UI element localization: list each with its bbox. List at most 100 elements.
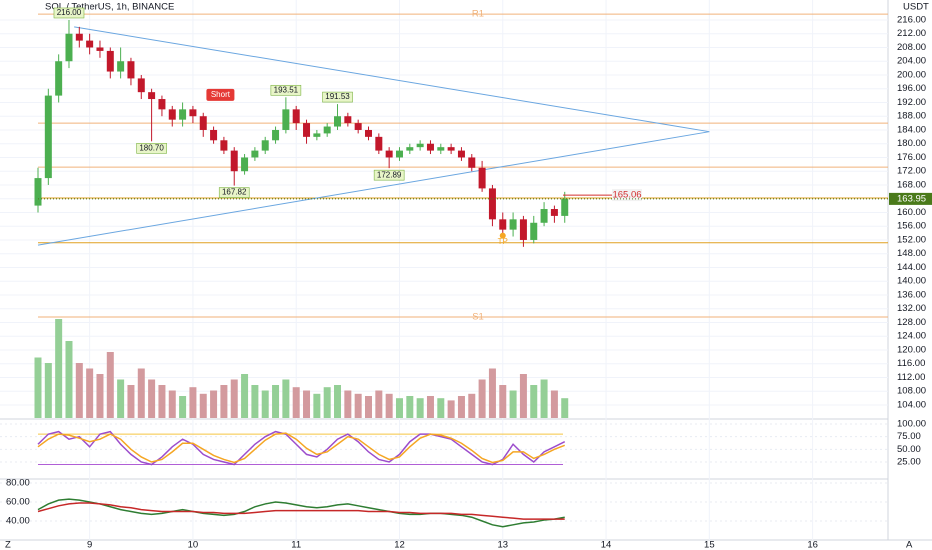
volume-bar xyxy=(550,390,558,418)
volume-bar xyxy=(313,393,321,418)
volume-bar xyxy=(148,379,156,418)
candle-body xyxy=(303,123,311,137)
candle-body xyxy=(334,116,342,127)
candle-body xyxy=(406,147,414,151)
candle-body xyxy=(117,61,125,72)
y-tick-label: 180.00 xyxy=(897,138,926,149)
y-tick-label: 144.00 xyxy=(897,262,926,273)
candle-body xyxy=(499,219,507,230)
osc-line xyxy=(37,498,565,528)
y-tick-label: 75.00 xyxy=(897,431,921,442)
price-tag-label: 163.95 xyxy=(897,193,926,204)
osc-line xyxy=(37,502,565,520)
x-tick-label: 14 xyxy=(601,540,612,550)
x-tick-label: 15 xyxy=(704,540,715,550)
candle-body xyxy=(96,47,104,51)
annotation-box xyxy=(373,169,405,181)
volume-bar xyxy=(230,379,238,418)
annotation-label: 172.89 xyxy=(377,170,402,179)
trendline xyxy=(74,26,710,133)
volume-bar xyxy=(488,368,496,418)
signal-label: TP xyxy=(498,237,508,246)
y-tick-label: 80.00 xyxy=(6,478,30,489)
x-tick-label: 16 xyxy=(807,540,818,550)
x-tick-label: 12 xyxy=(394,540,405,550)
level-label: R1 xyxy=(472,9,484,20)
volume-bar xyxy=(530,385,538,418)
volume-bar xyxy=(189,387,197,418)
candle-body xyxy=(34,178,42,206)
candle-body xyxy=(210,129,218,141)
volume-bar xyxy=(437,398,445,418)
candle-body xyxy=(220,140,228,151)
volume-bar xyxy=(65,341,73,418)
annotation-label: 191.53 xyxy=(325,92,350,101)
candle-body xyxy=(457,150,465,158)
y-tick-label: 188.00 xyxy=(897,111,926,122)
volume-bar xyxy=(364,396,372,418)
y-tick-label: 192.00 xyxy=(897,97,926,108)
signal-label: Short xyxy=(211,90,231,99)
candle-body xyxy=(354,123,362,130)
candle-body xyxy=(530,222,538,240)
candle-body xyxy=(313,133,321,137)
candle-body xyxy=(261,140,269,151)
level-label: S1 xyxy=(472,311,484,322)
y-tick-label: 156.00 xyxy=(897,221,926,232)
candle-body xyxy=(550,209,558,216)
y-tick-label: 212.00 xyxy=(897,28,926,39)
candle-body xyxy=(65,33,73,62)
volume-bar xyxy=(96,374,104,418)
signal-dot xyxy=(499,232,506,239)
y-tick-label: 184.00 xyxy=(897,124,926,135)
volume-bar xyxy=(117,379,125,418)
y-tick-label: 60.00 xyxy=(6,497,30,508)
volume-bar xyxy=(303,390,311,418)
price-tag-label: 165.06 xyxy=(612,190,641,201)
candle-body xyxy=(44,95,52,179)
y-tick-label: 160.00 xyxy=(897,207,926,218)
y-tick-label: 136.00 xyxy=(897,289,926,300)
x-tick-label: 10 xyxy=(188,540,199,550)
volume-bar xyxy=(344,390,352,418)
candle-body xyxy=(395,150,403,158)
candle-body xyxy=(364,129,372,137)
annotation-label: 216.00 xyxy=(57,8,82,17)
corner-right: A xyxy=(906,540,913,550)
candle-body xyxy=(282,109,290,130)
volume-bar xyxy=(282,379,290,418)
volume-bar xyxy=(220,385,228,418)
annotation-box xyxy=(322,91,353,103)
y-tick-label: 196.00 xyxy=(897,83,926,94)
price-tag xyxy=(889,192,932,205)
y-tick-label: 40.00 xyxy=(6,516,30,527)
y-tick-label: 112.00 xyxy=(897,372,925,383)
candle-body xyxy=(323,126,331,134)
candle-body xyxy=(148,92,156,100)
candle-body xyxy=(86,40,94,48)
volume-bar xyxy=(519,374,527,418)
y-tick-label: 140.00 xyxy=(897,276,926,287)
volume-bar xyxy=(127,385,135,418)
volume-bar xyxy=(406,396,414,418)
volume-bar xyxy=(55,319,63,418)
volume-bar xyxy=(44,363,52,418)
stoch-line xyxy=(37,432,566,464)
volume-bar xyxy=(478,379,486,418)
volume-bar xyxy=(447,400,455,418)
volume-bar xyxy=(416,398,424,418)
candle-body xyxy=(437,147,445,151)
chart-title: SOL / TetherUS, 1h, BINANCE xyxy=(45,2,174,13)
candle-body xyxy=(189,109,197,117)
annotation-box xyxy=(270,84,302,96)
volume-bar xyxy=(499,385,507,418)
volume-bar xyxy=(106,352,114,418)
candle-body xyxy=(416,143,424,148)
price-tag xyxy=(612,189,642,202)
y-tick-label: 204.00 xyxy=(897,56,926,67)
candle-body xyxy=(519,219,527,240)
y-tick-label: 172.00 xyxy=(897,166,926,177)
x-tick-label: 9 xyxy=(87,540,92,550)
candle-body xyxy=(137,78,145,93)
